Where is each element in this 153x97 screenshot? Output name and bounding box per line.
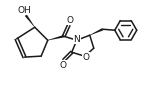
Text: O: O [82,53,89,62]
Text: N: N [73,35,80,44]
Text: O: O [59,61,66,70]
Polygon shape [25,14,35,27]
Text: OH: OH [18,6,32,15]
Polygon shape [48,35,64,40]
Polygon shape [90,28,103,35]
Text: O: O [66,16,73,25]
